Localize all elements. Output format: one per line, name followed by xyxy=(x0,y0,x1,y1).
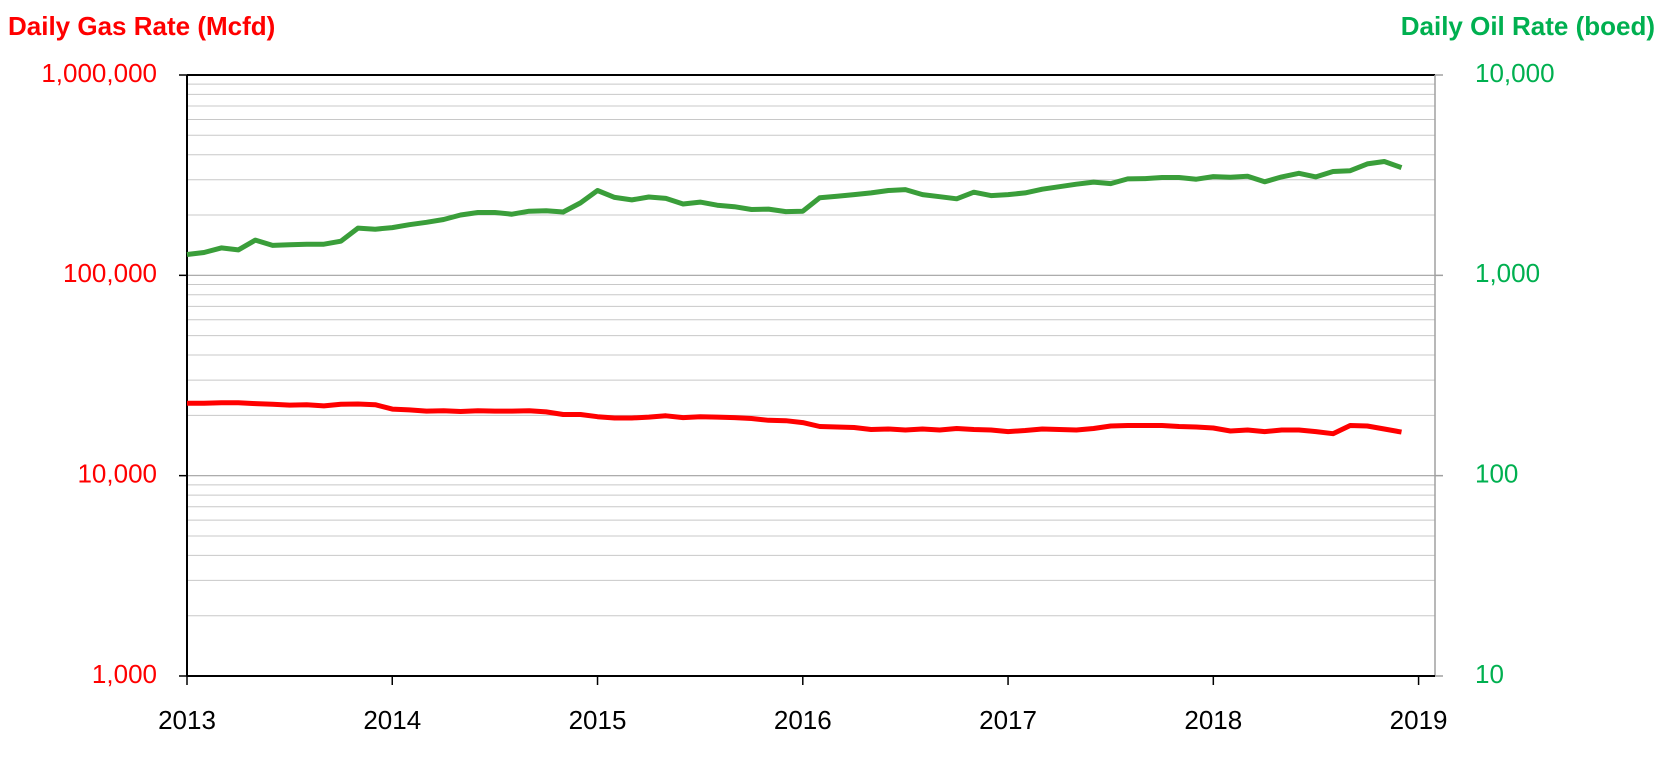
y2-tick-label: 1,000 xyxy=(1475,258,1540,288)
x-tick-label: 2017 xyxy=(979,705,1037,735)
x-tick-label: 2014 xyxy=(363,705,421,735)
x-tick-label: 2013 xyxy=(158,705,216,735)
y2-axis-title: Daily Oil Rate (boed) xyxy=(1401,11,1655,41)
y-tick-label: 100,000 xyxy=(63,258,157,288)
x-tick-label: 2015 xyxy=(569,705,627,735)
series-line xyxy=(187,400,1402,437)
x-tick-label: 2019 xyxy=(1390,705,1448,735)
y-tick-label: 1,000,000 xyxy=(41,58,157,88)
y-tick-label: 1,000 xyxy=(92,659,157,689)
x-tick-label: 2018 xyxy=(1184,705,1242,735)
y2-tick-label: 100 xyxy=(1475,459,1518,489)
y2-tick-label: 10 xyxy=(1475,659,1504,689)
y-tick-label: 10,000 xyxy=(77,459,157,489)
series-line xyxy=(186,159,1403,257)
x-tick-label: 2016 xyxy=(774,705,832,735)
y2-tick-label: 10,000 xyxy=(1475,58,1555,88)
y-axis-title: Daily Gas Rate (Mcfd) xyxy=(8,11,275,41)
